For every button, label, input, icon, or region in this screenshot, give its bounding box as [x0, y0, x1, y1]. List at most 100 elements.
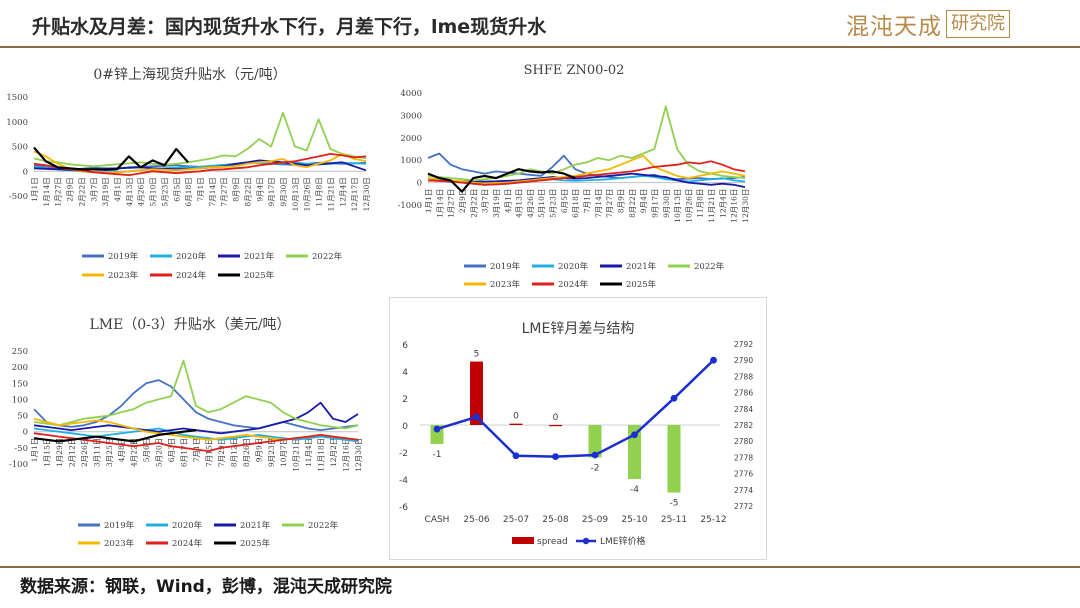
- y-tick-label: -500: [9, 192, 28, 202]
- legend-swatch: [512, 537, 534, 544]
- legend-label: spread: [537, 537, 568, 547]
- x-tick-label: 1月1日: [30, 438, 39, 463]
- bar-data-label: 0: [513, 412, 519, 422]
- company-logo: 混沌天成 研究院: [846, 8, 1010, 40]
- x-tick: 9月23日: [267, 438, 276, 467]
- logo-main-text: 混沌天成: [846, 14, 942, 40]
- y-tick-label: 0: [23, 167, 28, 177]
- x-tick: 8月12日: [229, 438, 238, 467]
- x-tick: 11月18日: [317, 438, 326, 472]
- spread-bar: [667, 425, 681, 493]
- price-point: [670, 394, 678, 402]
- y-right-tick-label: 2774: [734, 486, 753, 495]
- x-tick-label: 4月13日: [125, 177, 134, 206]
- x-tick: 1月14日: [435, 189, 444, 218]
- x-category-label: 25-07: [503, 515, 529, 525]
- y-right-tick-label: 2786: [734, 389, 753, 398]
- x-tick: 4月26日: [137, 177, 146, 206]
- page-title: 升贴水及月差：国内现货升水下行，月差下行，lme现货升水: [32, 16, 547, 38]
- x-tick-label: 12月4日: [718, 189, 727, 218]
- x-tick: 1月1日: [30, 177, 39, 202]
- x-tick-label: 2月22日: [469, 189, 478, 218]
- x-tick-label: 4月1日: [503, 189, 512, 214]
- x-tick-label: 9月30日: [662, 189, 671, 218]
- x-tick-label: 8月22日: [628, 189, 637, 218]
- y-left-tick-label: 6: [402, 341, 408, 351]
- x-tick-label: 7月15日: [204, 438, 213, 467]
- x-category-label: 25-12: [700, 515, 726, 525]
- price-point: [631, 431, 638, 439]
- legend-marker: [582, 537, 590, 545]
- y-tick-label: 4000: [400, 89, 422, 99]
- y-left-tick-label: -4: [399, 476, 408, 486]
- x-tick-label: 1月1日: [424, 189, 433, 214]
- y-left-tick-label: 2: [402, 395, 408, 405]
- x-tick: 11月4日: [304, 438, 313, 467]
- x-tick: 4月13日: [515, 189, 524, 218]
- logo-box-text: 研究院: [946, 10, 1010, 38]
- x-tick: 9月17日: [267, 177, 276, 206]
- x-tick-label: 3月19日: [101, 177, 110, 206]
- x-tick-label: 9月23日: [267, 438, 276, 467]
- x-tick: 1月27日: [54, 177, 63, 206]
- x-tick-label: 10月13日: [673, 189, 682, 223]
- x-tick: 8月9日: [616, 189, 625, 214]
- y-left-tick-label: 0: [402, 422, 408, 432]
- x-tick-label: 11月21日: [326, 177, 335, 211]
- x-tick: 5月23日: [549, 189, 558, 218]
- x-tick: 7月14日: [208, 177, 217, 206]
- series-line-2023年: [427, 154, 746, 185]
- spread-bar: [628, 425, 641, 479]
- x-tick: 4月22日: [130, 438, 139, 467]
- series-line-2025年: [33, 429, 197, 443]
- price-point: [512, 452, 520, 460]
- legend-label: 2020年: [176, 251, 207, 262]
- legend-label: 2021年: [240, 520, 271, 531]
- x-tick: 7月29日: [217, 438, 226, 467]
- chart-title: LME（0-3）升贴水（美元/吨）: [89, 317, 291, 333]
- x-tick-label: 3月19日: [492, 189, 501, 218]
- x-tick-label: 3月7日: [481, 189, 490, 214]
- x-tick-label: 12月30日: [362, 177, 371, 211]
- x-tick: 9月9日: [254, 438, 263, 463]
- x-tick: 1月29日: [55, 438, 64, 467]
- x-tick-label: 6月18日: [571, 189, 580, 218]
- x-tick: 12月16日: [342, 438, 351, 472]
- x-tick: 6月18日: [571, 189, 580, 218]
- x-tick: 12月16日: [730, 189, 739, 223]
- x-tick: 5月20日: [155, 438, 164, 467]
- y-tick-label: 500: [12, 143, 28, 153]
- x-tick: 10月26日: [303, 177, 312, 211]
- x-tick: 8月9日: [232, 177, 241, 202]
- x-tick: 10月21日: [292, 438, 301, 472]
- x-tick-label: 8月12日: [229, 438, 238, 467]
- x-tick: 6月3日: [167, 438, 176, 463]
- chart-lme-premium: LME（0-3）升贴水（美元/吨） 250 200 150 100 50 0 -50 -100…: [0, 305, 380, 560]
- legend-label: 2024年: [558, 279, 589, 290]
- price-point: [473, 413, 480, 421]
- x-tick-label: 10月26日: [684, 189, 693, 223]
- x-tick: 8月26日: [242, 438, 251, 467]
- x-tick-label: 10月26日: [303, 177, 312, 211]
- x-tick: 9月30日: [279, 177, 288, 206]
- legend-label: 2023年: [108, 270, 139, 281]
- x-tick: 8月22日: [628, 189, 637, 218]
- x-tick: 7月27日: [220, 177, 229, 206]
- x-tick: 5月23日: [160, 177, 169, 206]
- legend-label: 2019年: [108, 251, 139, 262]
- x-tick-label: 9月4日: [255, 177, 264, 202]
- x-tick-label: 8月26日: [242, 438, 251, 467]
- x-tick: 5月10日: [537, 189, 546, 218]
- legend-label: 2024年: [176, 270, 207, 281]
- y-right-tick-label: 2780: [734, 437, 753, 446]
- x-tick-label: 8月9日: [616, 189, 625, 214]
- x-tick-label: 1月15日: [42, 438, 51, 467]
- x-tick: 2月9日: [458, 189, 467, 214]
- data-source-note: 数据来源：钢联，Wind，彭博，混沌天成研究院: [20, 577, 392, 597]
- x-tick: 7月15日: [204, 438, 213, 467]
- x-tick: 4月13日: [125, 177, 134, 206]
- y-tick-label: 1000: [400, 156, 422, 166]
- series-line-2022年: [33, 359, 359, 430]
- x-tick: 1月14日: [42, 177, 51, 206]
- x-tick: 3月7日: [89, 177, 98, 202]
